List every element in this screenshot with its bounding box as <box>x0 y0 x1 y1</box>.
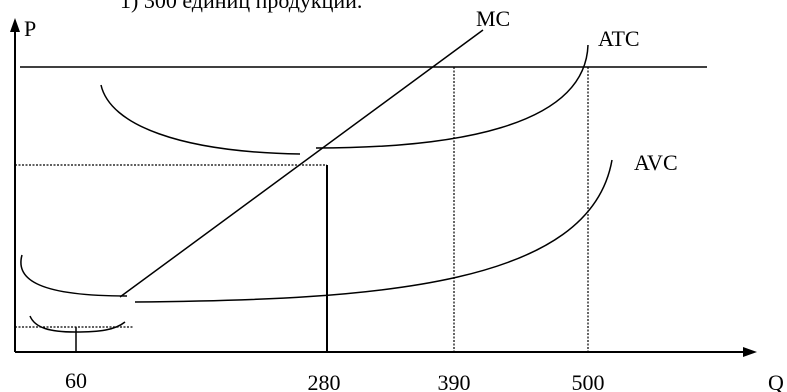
y-axis-label: P <box>24 16 36 41</box>
tick-label-280: 280 <box>308 370 341 392</box>
tick-label-390: 390 <box>438 370 471 392</box>
min-curve <box>29 315 126 333</box>
mc-curve <box>119 29 484 298</box>
tick-label-500: 500 <box>572 370 605 392</box>
header-text: 1) 300 единиц продукции. <box>120 0 362 13</box>
y-axis-arrow <box>10 18 20 32</box>
mc-label: MC <box>476 6 510 31</box>
avc-label: AVC <box>634 150 678 175</box>
atc-label: ATC <box>598 26 640 51</box>
avc-curve-left <box>20 254 128 297</box>
atc-curve-right <box>315 44 589 149</box>
x-axis-label: Q <box>768 370 784 392</box>
avc-curve-right <box>134 159 613 303</box>
tick-label-60: 60 <box>65 368 87 392</box>
x-axis-arrow <box>743 347 757 357</box>
atc-curve <box>100 84 301 155</box>
